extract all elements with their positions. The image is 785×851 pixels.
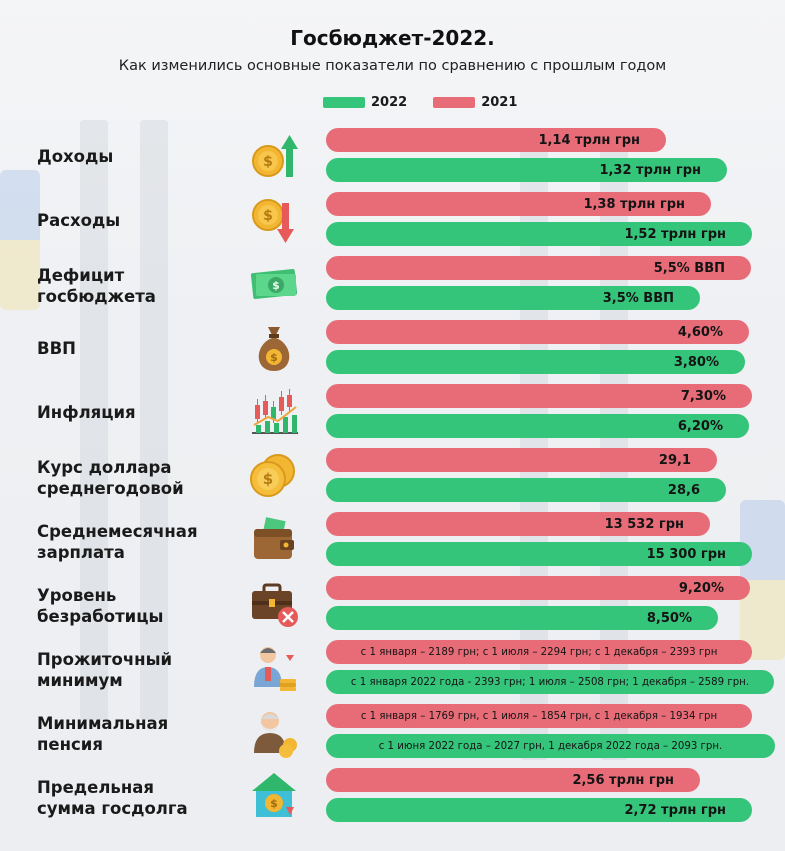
- row-label: Расходы: [37, 211, 121, 230]
- legend-item-2021: 2021: [433, 95, 517, 110]
- bar-value-label: 2,72 трлн грн: [624, 802, 726, 818]
- svg-text:$: $: [263, 208, 273, 224]
- coin-arrow-down-icon: $: [246, 193, 302, 247]
- svg-text:$: $: [270, 797, 278, 810]
- svg-text:$: $: [263, 154, 273, 170]
- candlestick-chart-icon: [246, 385, 302, 439]
- row-label: Предельная сумма госдолга: [37, 778, 188, 818]
- bar-2022: 6,20%: [326, 414, 749, 438]
- banknote-icon: $: [246, 257, 302, 311]
- row-label: ВВП: [37, 339, 76, 358]
- legend-label-2021: 2021: [481, 95, 518, 110]
- bar-2021: 1,14 трлн грн: [326, 128, 666, 152]
- chart-title: Госбюджет-2022.: [290, 26, 495, 50]
- elderly-person-icon: [246, 705, 302, 759]
- bar-2022: 8,50%: [326, 606, 718, 630]
- bar-value-label: 1,14 трлн грн: [538, 132, 640, 148]
- bar-2022: с 1 января 2022 года - 2393 грн; 1 июля …: [326, 670, 774, 694]
- legend: 2022 2021: [323, 95, 543, 110]
- bar-2022: 28,6: [326, 478, 726, 502]
- bar-value-label: 4,60%: [677, 324, 723, 340]
- row-label: Дефицит госбюджета: [37, 266, 156, 306]
- briefcase-cross-icon: [246, 577, 302, 631]
- bar-2021: 7,30%: [326, 384, 752, 408]
- background-flag: [0, 170, 40, 310]
- svg-text:$: $: [263, 470, 273, 488]
- row-label: Среднемесячная зарплата: [37, 522, 198, 562]
- bar-2022: 1,32 трлн грн: [326, 158, 727, 182]
- bar-value-label: с 1 января 2022 года - 2393 грн; 1 июля …: [350, 676, 750, 688]
- coins-icon: $: [246, 449, 302, 503]
- bar-2022: 3,5% ВВП: [326, 286, 700, 310]
- bar-2022: 1,52 трлн грн: [326, 222, 752, 246]
- bar-value-label: 5,5% ВВП: [653, 260, 725, 276]
- bar-value-label: 29,1: [658, 452, 691, 468]
- bar-2022: 2,72 трлн грн: [326, 798, 752, 822]
- bar-value-label: 8,50%: [646, 610, 692, 626]
- bar-2021: 4,60%: [326, 320, 749, 344]
- bar-2021: 5,5% ВВП: [326, 256, 751, 280]
- legend-swatch-2021: [433, 97, 476, 108]
- chart-subtitle: Как изменились основные показатели по ср…: [118, 58, 667, 74]
- bar-value-label: с 1 января – 2189 грн; с 1 июля – 2294 г…: [360, 646, 718, 658]
- bar-2021: 29,1: [326, 448, 717, 472]
- bar-value-label: 2,56 трлн грн: [572, 772, 674, 788]
- bar-value-label: 1,38 трлн грн: [583, 196, 685, 212]
- row-label: Инфляция: [37, 403, 136, 422]
- svg-text:$: $: [270, 351, 278, 364]
- bar-value-label: с 1 июня 2022 года – 2027 грн, 1 декабря…: [378, 740, 723, 752]
- legend-item-2022: 2022: [323, 95, 407, 110]
- row-label: Уровень безработицы: [37, 586, 164, 626]
- row-label: Прожиточный минимум: [37, 650, 173, 690]
- money-bag-icon: $: [246, 321, 302, 375]
- row-label: Минимальная пенсия: [37, 714, 169, 754]
- bar-2021: 2,56 трлн грн: [326, 768, 700, 792]
- row-label: Доходы: [37, 147, 114, 166]
- legend-swatch-2022: [323, 97, 365, 108]
- bar-2022: 3,80%: [326, 350, 745, 374]
- bar-2022: с 1 июня 2022 года – 2027 грн, 1 декабря…: [326, 734, 775, 758]
- bar-value-label: 1,32 трлн грн: [599, 162, 701, 178]
- coin-arrow-up-icon: $: [246, 129, 302, 183]
- bar-value-label: с 1 января – 1769 грн, с 1 июля – 1854 г…: [360, 710, 718, 722]
- svg-text:$: $: [272, 279, 280, 292]
- legend-label-2022: 2022: [371, 95, 408, 110]
- wallet-icon: [246, 513, 302, 567]
- house-coin-icon: $: [246, 769, 302, 823]
- bar-value-label: 15 300 грн: [646, 546, 726, 562]
- person-coins-icon: [246, 641, 302, 695]
- row-label: Курс доллара среднегодовой: [37, 458, 184, 498]
- bar-2021: 13 532 грн: [326, 512, 710, 536]
- bar-value-label: 3,5% ВВП: [602, 290, 674, 306]
- bar-value-label: 3,80%: [673, 354, 719, 370]
- bar-2022: 15 300 грн: [326, 542, 752, 566]
- bar-2021: с 1 января – 1769 грн, с 1 июля – 1854 г…: [326, 704, 752, 728]
- bar-value-label: 6,20%: [677, 418, 723, 434]
- bar-value-label: 7,30%: [680, 388, 726, 404]
- bar-2021: 1,38 трлн грн: [326, 192, 711, 216]
- bar-value-label: 1,52 трлн грн: [624, 226, 726, 242]
- bar-value-label: 9,20%: [678, 580, 724, 596]
- bar-value-label: 13 532 грн: [604, 516, 684, 532]
- bar-2021: с 1 января – 2189 грн; с 1 июля – 2294 г…: [326, 640, 752, 664]
- bar-2021: 9,20%: [326, 576, 750, 600]
- bar-value-label: 28,6: [667, 482, 700, 498]
